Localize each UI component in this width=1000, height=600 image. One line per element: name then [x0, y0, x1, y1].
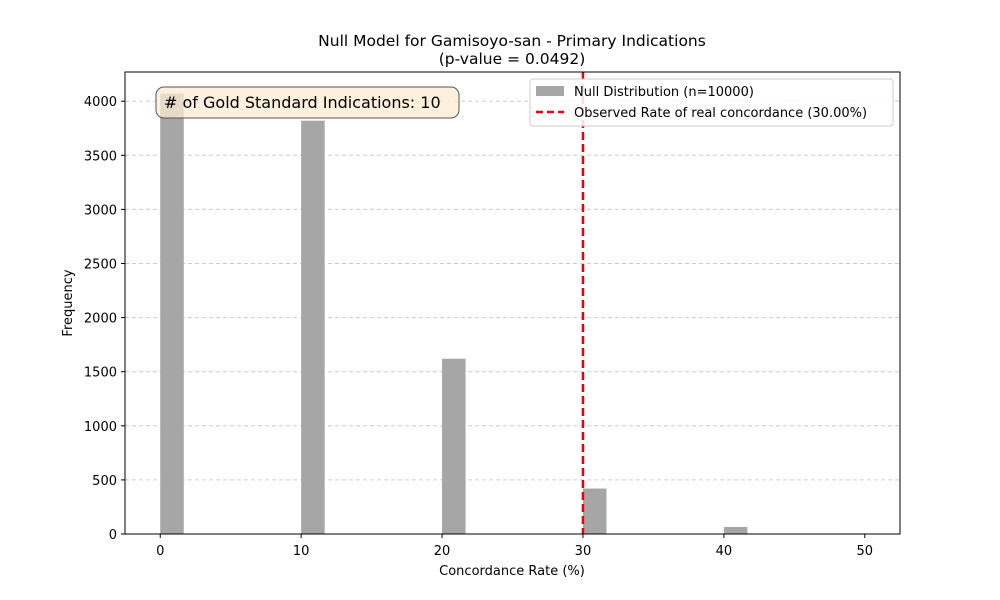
x-tick-label: 20: [434, 544, 451, 559]
chart-title: Null Model for Gamisoyo-san - Primary In…: [318, 32, 706, 50]
annotation-background: [155, 86, 460, 119]
grid-lines: [125, 100, 900, 481]
legend: Null Distribution (n=10000) Observed Rat…: [529, 78, 894, 127]
annotation-box: # of Gold Standard Indications: 10: [155, 86, 460, 119]
histogram-bar: [301, 120, 325, 534]
x-axis-ticks: 0 10 20 30 40 50: [156, 534, 873, 559]
y-tick-label: 3500: [84, 149, 117, 164]
x-tick-label: 40: [716, 544, 733, 559]
y-tick-label: 0: [109, 528, 117, 543]
y-tick-label: 3000: [84, 203, 117, 218]
legend-swatch-null-distribution: [536, 86, 564, 96]
y-tick-label: 2000: [84, 312, 117, 327]
x-tick-label: 30: [575, 544, 592, 559]
legend-frame: [529, 78, 894, 127]
y-tick-label: 1500: [84, 366, 117, 381]
plot-frame: [124, 71, 901, 535]
histogram-bar: [723, 526, 748, 534]
annotation-text: # of Gold Standard Indications: 10: [164, 93, 441, 112]
y-tick-label: 500: [92, 474, 117, 489]
histogram-bars: [160, 93, 865, 534]
legend-label-null-distribution: Null Distribution (n=10000): [574, 85, 754, 100]
y-tick-label: 2500: [84, 258, 117, 273]
histogram-bar: [582, 488, 607, 534]
legend-label-observed-rate: Observed Rate of real concordance (30.00…: [574, 106, 867, 121]
x-tick-label: 0: [156, 544, 164, 559]
x-tick-label: 50: [856, 544, 873, 559]
x-axis-label: Concordance Rate (%): [439, 564, 585, 579]
histogram-bar: [442, 358, 466, 534]
y-tick-label: 1000: [84, 420, 117, 435]
y-axis-label: Frequency: [61, 269, 76, 336]
y-tick-label: 4000: [84, 95, 117, 110]
histogram-bar: [160, 93, 184, 534]
x-tick-label: 10: [293, 544, 310, 559]
y-axis-ticks: 0 500 1000 1500 2000 2500 3000 3500 4000: [84, 95, 125, 543]
chart-subtitle: (p-value = 0.0492): [439, 50, 586, 68]
